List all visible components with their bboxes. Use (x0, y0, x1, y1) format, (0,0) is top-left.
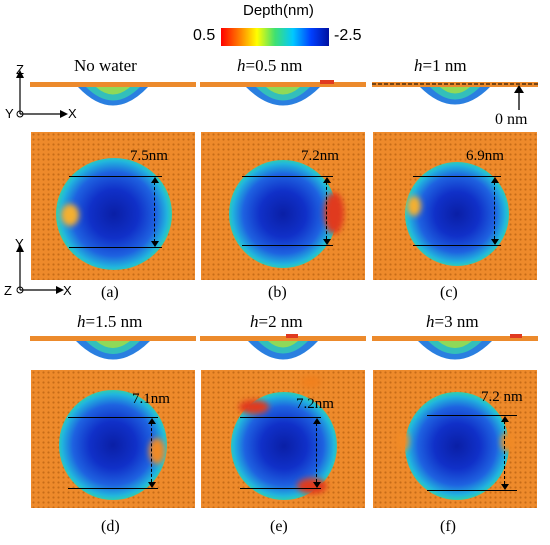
panel-e-map (201, 370, 365, 508)
panel-a-title: No water (74, 56, 137, 75)
panel-d-arrow-down (148, 482, 156, 488)
panel-c-arrow-down (491, 239, 499, 245)
axis-label-z-mid: Z (4, 283, 12, 298)
panel-c-map (373, 132, 537, 280)
axis-label-x-mid: X (63, 283, 72, 298)
panel-e-label: (e) (270, 518, 288, 535)
panel-f-arrow-down (501, 484, 509, 490)
panel-d-side-profile (30, 336, 196, 360)
panel-f-side-profile (372, 334, 538, 360)
panel-a-label: (a) (101, 284, 119, 301)
panel-e-arrow-up (313, 418, 321, 424)
panel-b-arrow-up (323, 177, 331, 183)
panel-a-arrow-down (151, 241, 159, 247)
axis-triad-side (16, 70, 68, 118)
panel-b-ref-line-bottom (242, 245, 333, 246)
panel-c-ref-line-bottom (413, 245, 501, 246)
panel-b-map (201, 132, 365, 280)
panel-e-title: h=2 nm (250, 312, 303, 331)
colorbar-title: Depth(nm) (243, 2, 314, 19)
zero-level-label: 0 nm (495, 111, 528, 128)
panel-c-label: (c) (440, 284, 458, 301)
panel-a-arrow-up (151, 177, 159, 183)
panel-a-side-profile (30, 82, 196, 106)
panel-f-measure-label: 7.2 nm (481, 389, 523, 405)
panel-b-side-profile (200, 80, 366, 106)
panel-c-ref-line-top (413, 176, 501, 177)
panel-a-ref-line-top (69, 176, 162, 177)
axis-label-z-top: Z (16, 62, 24, 77)
panel-f-label: (f) (440, 518, 456, 535)
panel-c-title: h=1 nm (414, 56, 467, 75)
panel-b-arrow-down (323, 239, 331, 245)
panel-b-measure-label: 7.2nm (301, 148, 339, 164)
panel-e-ref-line-top (240, 417, 321, 418)
panel-a-measure-label: 7.5nm (130, 148, 168, 164)
zero-level-arrow (514, 85, 524, 110)
panel-d-ref-line-top (68, 417, 158, 418)
axis-label-y-top: Y (5, 106, 14, 121)
panel-f-ref-line-top (427, 415, 517, 416)
panel-f-map (373, 370, 537, 508)
panel-e-arrow-down (313, 482, 321, 488)
panel-d-measure-label: 7.1nm (132, 391, 170, 407)
panel-d-title: h=1.5 nm (77, 312, 143, 331)
panel-b-title: h=0.5 nm (237, 56, 303, 75)
panel-e-measure-label: 7.2nm (296, 396, 334, 412)
panel-c-arrow-up (491, 177, 499, 183)
panel-d-measure-line (151, 423, 152, 482)
panel-a-measure-line (154, 182, 155, 242)
panel-a-ref-line-bottom (69, 247, 162, 248)
panel-d-label: (d) (101, 518, 120, 535)
axis-label-x-top: X (68, 106, 77, 121)
panel-a-map (31, 132, 195, 280)
panel-f-measure-line (504, 421, 505, 484)
axis-triad-top (16, 244, 64, 294)
panel-c-measure-label: 6.9nm (466, 148, 504, 164)
panel-b-label: (b) (268, 284, 287, 301)
panel-b-ref-line-top (242, 176, 333, 177)
panel-c-side-profile (372, 82, 538, 105)
panel-d-arrow-up (148, 418, 156, 424)
panel-e-side-profile (200, 334, 366, 360)
panel-e-ref-line-bottom (240, 488, 321, 489)
panel-f-arrow-up (501, 416, 509, 422)
panel-f-title: h=3 nm (426, 312, 479, 331)
colorbar (221, 28, 329, 46)
panel-f-ref-line-bottom (427, 490, 517, 491)
panel-d-ref-line-bottom (68, 488, 158, 489)
colorbar-min-label: 0.5 (193, 27, 216, 44)
panel-d-map (31, 370, 195, 508)
panel-c-measure-line (494, 182, 495, 239)
panel-e-measure-line (316, 423, 317, 482)
colorbar-max-label: -2.5 (334, 27, 362, 44)
panel-b-measure-line (326, 182, 327, 239)
axis-label-y-mid: Y (15, 236, 24, 251)
